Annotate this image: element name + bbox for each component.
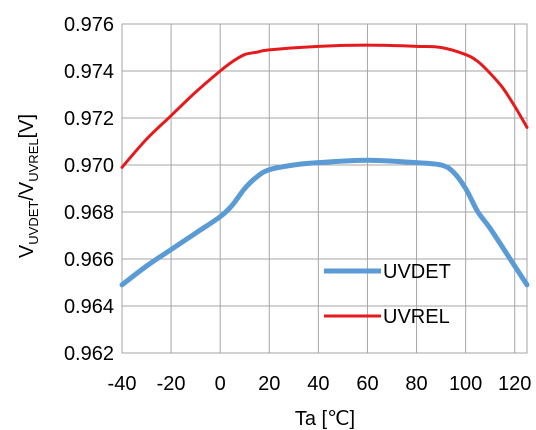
x-tick-label: 40 <box>307 373 329 395</box>
y-tick-label: 0.966 <box>64 249 114 271</box>
y-tick-label: 0.968 <box>64 202 114 224</box>
y-tick-label: 0.964 <box>64 296 114 318</box>
y-tick-label: 0.970 <box>64 155 114 177</box>
x-tick-label: 60 <box>356 373 378 395</box>
y-tick-label: 0.972 <box>64 108 114 130</box>
series-line-uvrel <box>120 43 529 169</box>
y-axis-title-mid: /V <box>16 181 38 201</box>
x-tick-label: 120 <box>498 373 531 395</box>
x-axis-ticks: -40 -20 0 20 40 60 80 100 120 <box>108 373 532 395</box>
y-axis-title-unit: [V] <box>16 114 38 138</box>
x-tick-label: 0 <box>215 373 226 395</box>
legend-label-uvrel: UVREL <box>383 306 450 328</box>
legend: UVDET UVREL <box>324 261 451 328</box>
plot-area-border <box>121 23 528 354</box>
x-tick-label: -20 <box>157 373 186 395</box>
x-tick-label: 100 <box>449 373 482 395</box>
x-tick-label: 80 <box>405 373 427 395</box>
series-lines <box>119 43 530 288</box>
y-axis-title-v1: V <box>16 244 38 258</box>
grid <box>121 23 527 354</box>
y-axis-title-sub1: UVDET <box>26 201 41 245</box>
y-tick-label: 0.974 <box>64 61 114 83</box>
legend-label-uvdet: UVDET <box>383 261 451 283</box>
x-tick-label: 20 <box>258 373 280 395</box>
y-tick-label: 0.962 <box>64 343 114 365</box>
y-axis-title-sub2: UVREL <box>26 138 41 181</box>
y-axis-title: VUVDET/VUVREL[V] <box>16 114 41 258</box>
x-axis-title: Ta [℃] <box>295 408 355 430</box>
y-axis-ticks: 0.962 0.964 0.966 0.968 0.970 0.972 0.974 0.976 <box>64 14 114 365</box>
series-line-uvdet <box>119 157 530 288</box>
x-tick-label: -40 <box>108 373 137 395</box>
y-tick-label: 0.976 <box>64 14 114 36</box>
